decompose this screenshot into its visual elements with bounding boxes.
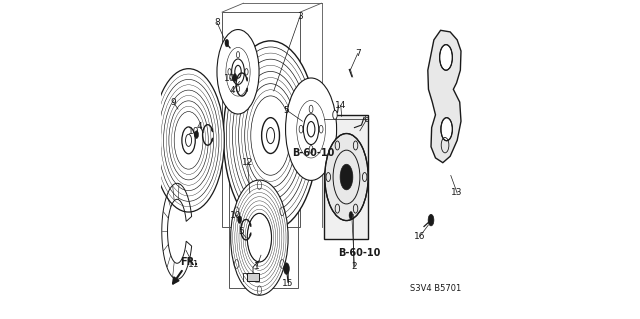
Ellipse shape: [284, 263, 289, 274]
Ellipse shape: [285, 78, 337, 181]
Text: 10: 10: [230, 211, 241, 220]
Text: B-60-10: B-60-10: [292, 148, 334, 158]
Text: 12: 12: [242, 158, 253, 167]
Text: 2: 2: [351, 262, 357, 271]
Ellipse shape: [217, 30, 259, 114]
Text: 4: 4: [230, 86, 235, 95]
Text: 1: 1: [254, 262, 260, 271]
Text: 5: 5: [284, 106, 289, 115]
Ellipse shape: [250, 234, 251, 236]
Ellipse shape: [195, 131, 198, 138]
Text: 11: 11: [188, 260, 199, 269]
Text: 4: 4: [197, 122, 202, 130]
Text: 9: 9: [170, 98, 176, 107]
Text: FR.: FR.: [180, 257, 198, 267]
Ellipse shape: [246, 78, 248, 80]
Ellipse shape: [225, 39, 228, 47]
Ellipse shape: [211, 139, 212, 141]
Text: 3: 3: [297, 12, 303, 21]
Text: 10: 10: [224, 74, 236, 83]
Polygon shape: [428, 30, 461, 163]
Ellipse shape: [441, 118, 452, 141]
Text: 6: 6: [364, 115, 369, 124]
Ellipse shape: [324, 134, 368, 220]
Text: 15: 15: [282, 279, 294, 288]
Ellipse shape: [211, 129, 212, 131]
Text: 16: 16: [414, 232, 425, 241]
Ellipse shape: [250, 223, 251, 226]
FancyBboxPatch shape: [246, 273, 259, 281]
Ellipse shape: [153, 69, 224, 212]
Ellipse shape: [223, 41, 318, 230]
Text: 13: 13: [451, 189, 463, 197]
Ellipse shape: [246, 89, 248, 92]
Text: B-60-10: B-60-10: [338, 248, 380, 258]
Text: 10: 10: [188, 127, 199, 136]
Text: S3V4 B5701: S3V4 B5701: [410, 284, 461, 293]
Ellipse shape: [333, 110, 337, 119]
FancyBboxPatch shape: [324, 115, 369, 240]
Text: 14: 14: [335, 101, 346, 110]
Ellipse shape: [340, 164, 353, 190]
Text: 5: 5: [238, 227, 244, 236]
Ellipse shape: [233, 74, 237, 81]
Ellipse shape: [349, 211, 353, 219]
Text: 8: 8: [214, 19, 220, 27]
Ellipse shape: [230, 180, 288, 295]
Ellipse shape: [440, 45, 452, 70]
Ellipse shape: [428, 214, 434, 226]
Ellipse shape: [237, 216, 241, 223]
Text: 7: 7: [355, 49, 360, 58]
